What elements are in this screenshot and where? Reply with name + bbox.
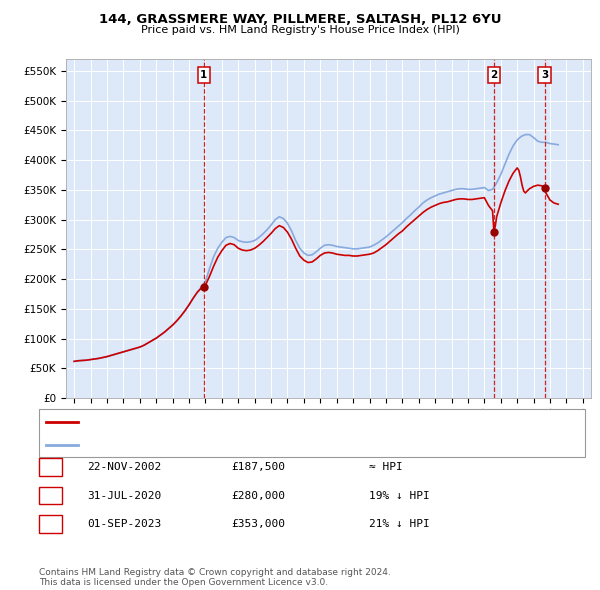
Text: 144, GRASSMERE WAY, PILLMERE, SALTASH, PL12 6YU: 144, GRASSMERE WAY, PILLMERE, SALTASH, P… [99, 13, 501, 26]
Text: 2: 2 [490, 70, 497, 80]
Text: ≈ HPI: ≈ HPI [369, 463, 403, 472]
Text: 3: 3 [47, 519, 54, 529]
Text: 01-SEP-2023: 01-SEP-2023 [87, 519, 161, 529]
Text: 1: 1 [200, 70, 208, 80]
Text: Price paid vs. HM Land Registry's House Price Index (HPI): Price paid vs. HM Land Registry's House … [140, 25, 460, 35]
Text: Contains HM Land Registry data © Crown copyright and database right 2024.
This d: Contains HM Land Registry data © Crown c… [39, 568, 391, 587]
Text: 22-NOV-2002: 22-NOV-2002 [87, 463, 161, 472]
Text: 3: 3 [541, 70, 548, 80]
Text: £353,000: £353,000 [231, 519, 285, 529]
Text: 1: 1 [47, 463, 54, 472]
Text: 144, GRASSMERE WAY, PILLMERE, SALTASH, PL12 6YU (detached house): 144, GRASSMERE WAY, PILLMERE, SALTASH, P… [83, 417, 458, 427]
Text: 2: 2 [47, 491, 54, 500]
Text: 19% ↓ HPI: 19% ↓ HPI [369, 491, 430, 500]
Text: £280,000: £280,000 [231, 491, 285, 500]
Text: 31-JUL-2020: 31-JUL-2020 [87, 491, 161, 500]
Text: 21% ↓ HPI: 21% ↓ HPI [369, 519, 430, 529]
Text: HPI: Average price, detached house, Cornwall: HPI: Average price, detached house, Corn… [83, 440, 321, 450]
Text: £187,500: £187,500 [231, 463, 285, 472]
